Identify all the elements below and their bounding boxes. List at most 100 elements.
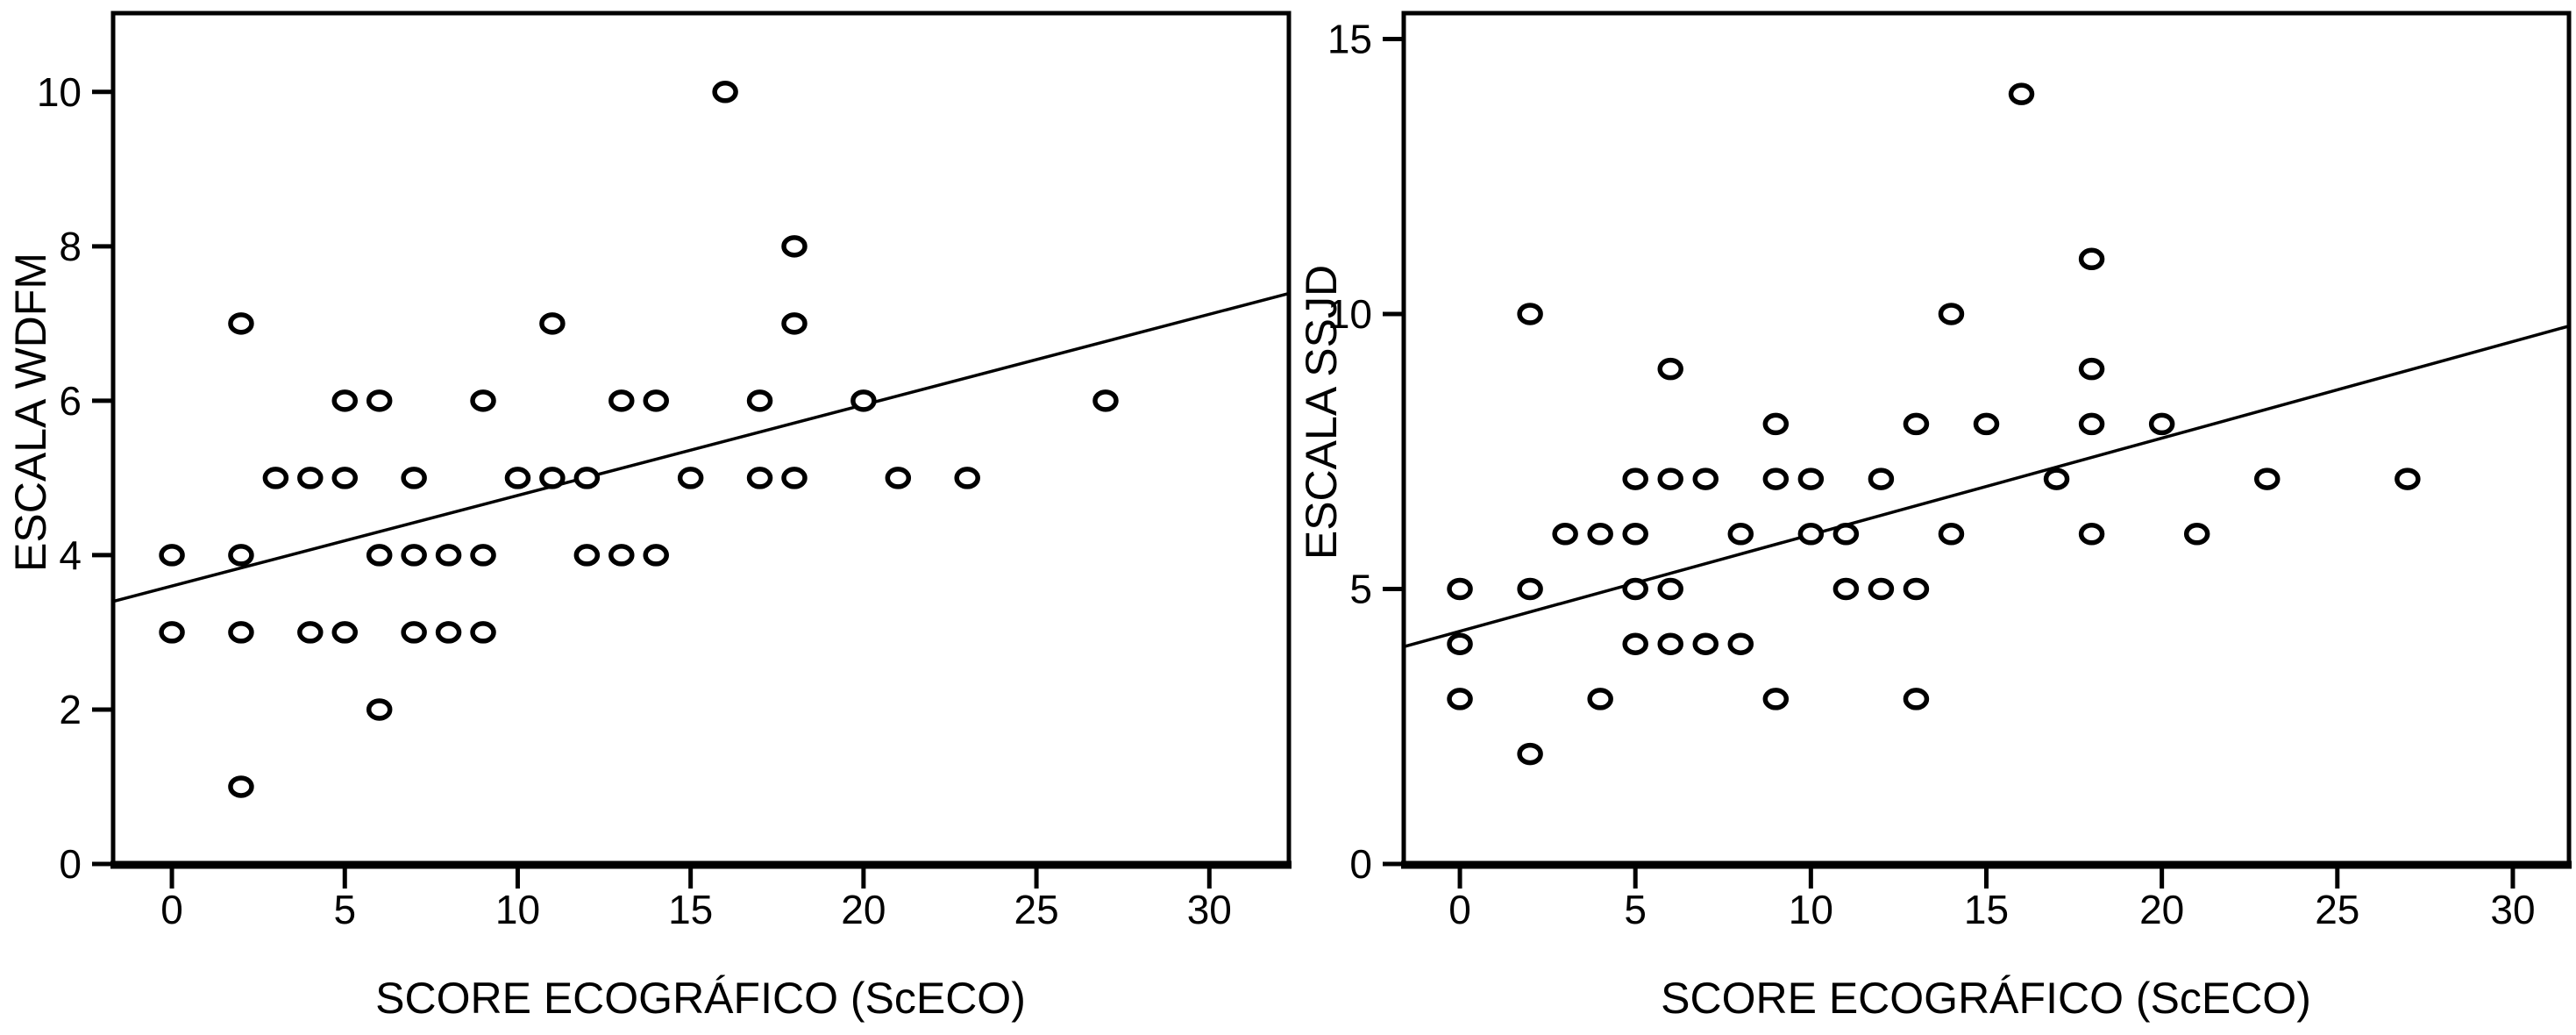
data-point — [954, 467, 980, 489]
fit-line — [112, 291, 1290, 603]
left-x-axis-title: SCORE ECOGRÁFICO (ScECO) — [375, 974, 1026, 1023]
x-tick-label: 20 — [2139, 887, 2184, 932]
x-tick-label: 0 — [1448, 887, 1471, 932]
data-point — [781, 235, 808, 258]
data-point — [366, 544, 393, 567]
data-point — [331, 621, 359, 644]
data-point — [1938, 523, 1965, 546]
data-point — [1447, 632, 1473, 655]
data-point — [1762, 468, 1790, 490]
data-point — [470, 621, 496, 644]
data-point — [2078, 357, 2105, 381]
data-point — [1657, 468, 1683, 490]
data-point — [1797, 468, 1825, 490]
data-point — [401, 467, 427, 489]
data-point — [401, 544, 427, 567]
data-point — [159, 544, 185, 567]
data-point — [2183, 523, 2210, 546]
data-point — [435, 544, 462, 567]
x-tick-label: 5 — [1624, 887, 1647, 932]
data-point — [1727, 632, 1754, 655]
data-point — [1657, 357, 1683, 381]
data-point — [1447, 688, 1473, 710]
data-point — [435, 621, 462, 644]
x-tick-label: 30 — [2490, 887, 2535, 932]
data-point — [1903, 688, 1930, 710]
data-point — [1692, 468, 1719, 490]
x-tick-label: 10 — [1789, 887, 1833, 932]
y-tick-label: 4 — [59, 532, 82, 578]
data-point — [1447, 577, 1473, 601]
y-tick-label: 5 — [1349, 566, 1372, 611]
plot-frame — [1401, 11, 2572, 867]
data-point — [1762, 412, 1790, 436]
y-tick-label: 10 — [1327, 291, 1372, 337]
x-tick-label: 5 — [333, 887, 356, 932]
data-point — [2008, 82, 2035, 105]
x-tick-label: 30 — [1187, 887, 1232, 932]
data-point — [850, 389, 877, 412]
data-point — [470, 544, 496, 567]
data-point — [297, 467, 324, 489]
data-point — [1517, 303, 1543, 325]
data-point — [539, 312, 566, 335]
data-point — [504, 467, 531, 489]
data-point — [2078, 523, 2105, 546]
data-point — [677, 467, 704, 489]
data-point — [1587, 523, 1613, 546]
x-tick-label: 20 — [841, 887, 886, 932]
y-tick-label: 0 — [1349, 841, 1372, 887]
data-point — [1868, 468, 1895, 490]
y-tick-label: 10 — [37, 69, 82, 115]
data-point — [1762, 688, 1790, 710]
data-point — [331, 389, 359, 412]
data-point — [228, 775, 254, 798]
right-x-axis-title: SCORE ECOGRÁFICO (ScECO) — [1661, 974, 2311, 1023]
data-point — [1692, 632, 1719, 655]
data-point — [331, 467, 359, 489]
y-tick-label: 2 — [59, 687, 82, 732]
plot-frame — [110, 11, 1292, 867]
data-point — [1903, 577, 1930, 601]
x-tick-label: 25 — [1014, 887, 1058, 932]
data-point — [470, 389, 496, 412]
data-point — [1797, 523, 1825, 546]
x-tick-label: 15 — [668, 887, 713, 932]
data-point — [573, 544, 601, 567]
data-point — [2043, 468, 2070, 490]
data-point — [781, 467, 808, 489]
data-point — [608, 389, 635, 412]
data-point — [228, 621, 254, 644]
data-point — [1832, 523, 1860, 546]
data-point — [1622, 523, 1648, 546]
data-point — [1552, 523, 1578, 546]
data-point — [1622, 577, 1648, 601]
data-point — [1973, 412, 2000, 436]
x-tick-label: 0 — [160, 887, 183, 932]
left-y-axis-title: ESCALA WDFM — [6, 253, 55, 572]
data-point — [781, 312, 808, 335]
data-point — [228, 312, 254, 335]
data-point — [1587, 688, 1613, 710]
data-point — [228, 544, 254, 567]
data-point — [401, 621, 427, 644]
data-point — [712, 81, 738, 104]
data-point — [2078, 247, 2105, 271]
right-y-axis-title: ESCALA SSJD — [1297, 265, 1346, 560]
data-point — [1938, 303, 1965, 325]
data-point — [1868, 577, 1895, 601]
data-point — [1517, 742, 1543, 766]
data-point — [608, 544, 635, 567]
data-point — [1622, 468, 1648, 490]
right-scatter-plot-ssjd: SCORE ECOGRÁFICO (ScECO) ESCALA SSJD 0 5 1… — [1297, 11, 2572, 1023]
data-point — [2148, 412, 2175, 436]
data-point — [746, 389, 773, 412]
data-point — [539, 467, 566, 489]
data-point — [262, 467, 289, 489]
data-point — [1832, 577, 1860, 601]
data-point — [885, 467, 912, 489]
data-point — [746, 467, 773, 489]
data-point — [1903, 412, 1930, 436]
data-point — [1092, 389, 1119, 412]
